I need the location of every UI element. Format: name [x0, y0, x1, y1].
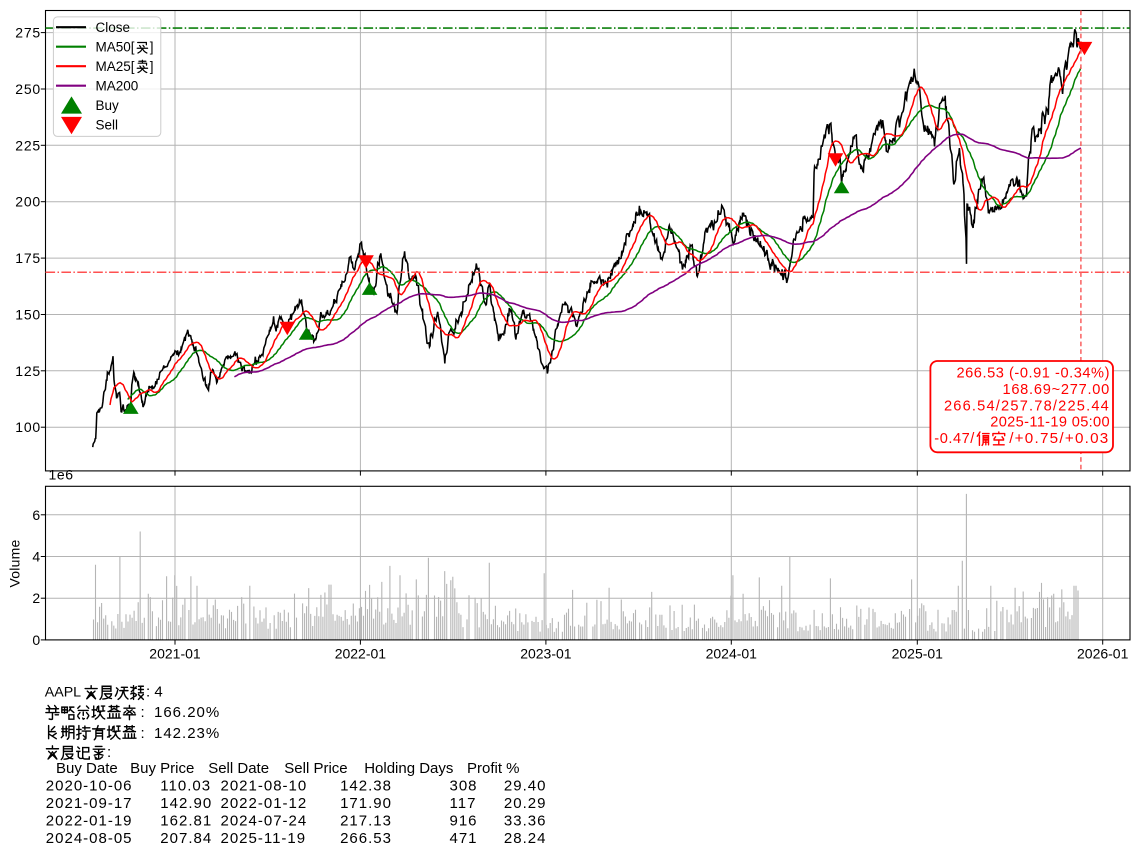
svg-text:]: ] — [150, 59, 154, 74]
svg-text:33.36: 33.36 — [504, 812, 547, 829]
svg-text:2026-01: 2026-01 — [1077, 646, 1129, 662]
svg-text:MA200: MA200 — [96, 79, 139, 94]
svg-text:166.20%: 166.20% — [154, 704, 220, 721]
svg-text:266.54/257.78/225.44: 266.54/257.78/225.44 — [944, 398, 1110, 414]
svg-text:MA25[: MA25[ — [96, 59, 135, 74]
svg-text:29.40: 29.40 — [504, 777, 547, 794]
svg-text:162.81: 162.81 — [160, 812, 212, 829]
svg-text:4: 4 — [32, 549, 41, 565]
svg-text:2024-08-05: 2024-08-05 — [46, 830, 133, 847]
svg-text:MA50[: MA50[ — [96, 40, 135, 55]
svg-text:]: ] — [150, 40, 154, 55]
svg-text:142.38: 142.38 — [340, 777, 392, 794]
svg-text:100: 100 — [15, 419, 41, 435]
svg-text:2025-11-19 05:00: 2025-11-19 05:00 — [990, 415, 1110, 431]
svg-text:Sell: Sell — [96, 118, 119, 133]
svg-text:142.90: 142.90 — [160, 795, 212, 812]
svg-text:Volume: Volume — [6, 540, 22, 588]
svg-text:Sell Price: Sell Price — [284, 760, 347, 777]
svg-text:-0.47/: -0.47/ — [934, 431, 975, 447]
svg-text:: 4: : 4 — [146, 683, 163, 700]
svg-text::: : — [141, 704, 145, 721]
svg-text::: : — [107, 744, 111, 761]
svg-text:Buy Date: Buy Date — [56, 760, 118, 777]
svg-text:266.53: 266.53 — [340, 830, 392, 847]
svg-text:142.23%: 142.23% — [154, 725, 220, 742]
svg-text:225: 225 — [15, 137, 41, 153]
svg-text:0: 0 — [32, 632, 41, 648]
svg-text:2020-10-06: 2020-10-06 — [46, 777, 133, 794]
svg-text:/+0.75/+0.03: /+0.75/+0.03 — [1009, 430, 1109, 447]
svg-text:2025-01: 2025-01 — [892, 646, 944, 662]
svg-text:1e6: 1e6 — [49, 467, 74, 483]
svg-text:171.90: 171.90 — [340, 795, 392, 812]
svg-text:168.69~277.00: 168.69~277.00 — [1002, 382, 1110, 398]
svg-text:2025-11-19: 2025-11-19 — [221, 830, 307, 847]
svg-text:Sell Date: Sell Date — [208, 760, 269, 777]
svg-text:6: 6 — [32, 507, 41, 523]
svg-text:20.29: 20.29 — [504, 795, 547, 812]
svg-text:2021-09-17: 2021-09-17 — [46, 795, 133, 812]
svg-text:125: 125 — [15, 363, 41, 379]
svg-text:Profit %: Profit % — [467, 760, 520, 777]
svg-text:117: 117 — [450, 795, 477, 812]
svg-text:2024-01: 2024-01 — [706, 646, 758, 662]
svg-text:Buy Price: Buy Price — [130, 760, 194, 777]
svg-text:2022-01-19: 2022-01-19 — [46, 812, 133, 829]
svg-text:150: 150 — [15, 307, 41, 323]
svg-text:217.13: 217.13 — [340, 812, 392, 829]
svg-text:2022-01: 2022-01 — [335, 646, 387, 662]
svg-text:Holding Days: Holding Days — [364, 760, 453, 777]
svg-text:2022-01-12: 2022-01-12 — [221, 795, 308, 812]
svg-text::: : — [141, 725, 145, 742]
svg-text:275: 275 — [15, 25, 41, 41]
svg-text:250: 250 — [15, 81, 41, 97]
svg-text:207.84: 207.84 — [160, 830, 212, 847]
svg-text:Close: Close — [96, 20, 131, 35]
svg-text:200: 200 — [15, 194, 41, 210]
svg-text:471: 471 — [450, 830, 478, 847]
svg-text:266.53 (-0.91 -0.34%): 266.53 (-0.91 -0.34%) — [956, 366, 1110, 382]
svg-text:2023-01: 2023-01 — [520, 646, 572, 662]
svg-text:Buy: Buy — [96, 98, 120, 113]
svg-text:110.03: 110.03 — [160, 777, 211, 794]
svg-text:175: 175 — [15, 250, 41, 266]
svg-text:28.24: 28.24 — [504, 830, 547, 847]
svg-text:2: 2 — [32, 590, 41, 606]
svg-text:2024-07-24: 2024-07-24 — [221, 812, 308, 829]
svg-text:308: 308 — [450, 777, 478, 794]
svg-text:2021-08-10: 2021-08-10 — [221, 777, 308, 794]
svg-text:AAPL: AAPL — [45, 684, 81, 700]
svg-text:2021-01: 2021-01 — [149, 646, 201, 662]
svg-text:916: 916 — [450, 812, 478, 829]
